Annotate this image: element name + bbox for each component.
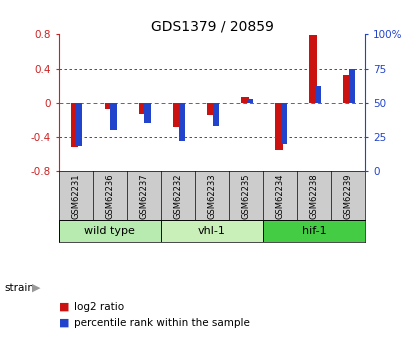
Bar — [161, 220, 263, 242]
Bar — [263, 220, 365, 242]
Bar — [213, 103, 219, 126]
Bar — [144, 103, 151, 123]
Text: GSM62235: GSM62235 — [241, 174, 251, 219]
Bar — [173, 103, 181, 127]
Text: GSM62232: GSM62232 — [173, 174, 183, 219]
Bar — [315, 86, 321, 103]
Text: vhl-1: vhl-1 — [198, 226, 226, 236]
Title: GDS1379 / 20859: GDS1379 / 20859 — [151, 19, 273, 33]
Text: GSM62238: GSM62238 — [310, 174, 319, 219]
Text: GSM62233: GSM62233 — [207, 174, 217, 219]
Text: hif-1: hif-1 — [302, 226, 327, 236]
Text: ■: ■ — [59, 302, 69, 312]
Bar — [349, 69, 355, 103]
Bar — [207, 103, 215, 116]
Text: percentile rank within the sample: percentile rank within the sample — [74, 318, 249, 327]
Text: ▶: ▶ — [32, 283, 40, 293]
Text: ■: ■ — [59, 318, 69, 327]
Bar — [275, 103, 283, 149]
Bar — [247, 99, 253, 103]
Text: GSM62237: GSM62237 — [139, 174, 148, 219]
Bar — [110, 103, 116, 130]
Bar — [105, 103, 112, 109]
Bar — [309, 35, 317, 103]
Text: GSM62236: GSM62236 — [105, 174, 114, 219]
Bar — [281, 103, 287, 144]
Bar — [178, 103, 185, 141]
Bar — [241, 97, 249, 103]
Text: GSM62239: GSM62239 — [344, 174, 353, 219]
Text: GSM62234: GSM62234 — [276, 174, 285, 219]
Text: GSM62231: GSM62231 — [71, 174, 80, 219]
Text: wild type: wild type — [84, 226, 135, 236]
Bar — [139, 103, 146, 114]
Bar — [59, 220, 161, 242]
Bar — [71, 103, 78, 147]
Text: log2 ratio: log2 ratio — [74, 302, 123, 312]
Bar — [343, 75, 351, 103]
Text: strain: strain — [4, 283, 34, 293]
Bar — [76, 103, 82, 146]
